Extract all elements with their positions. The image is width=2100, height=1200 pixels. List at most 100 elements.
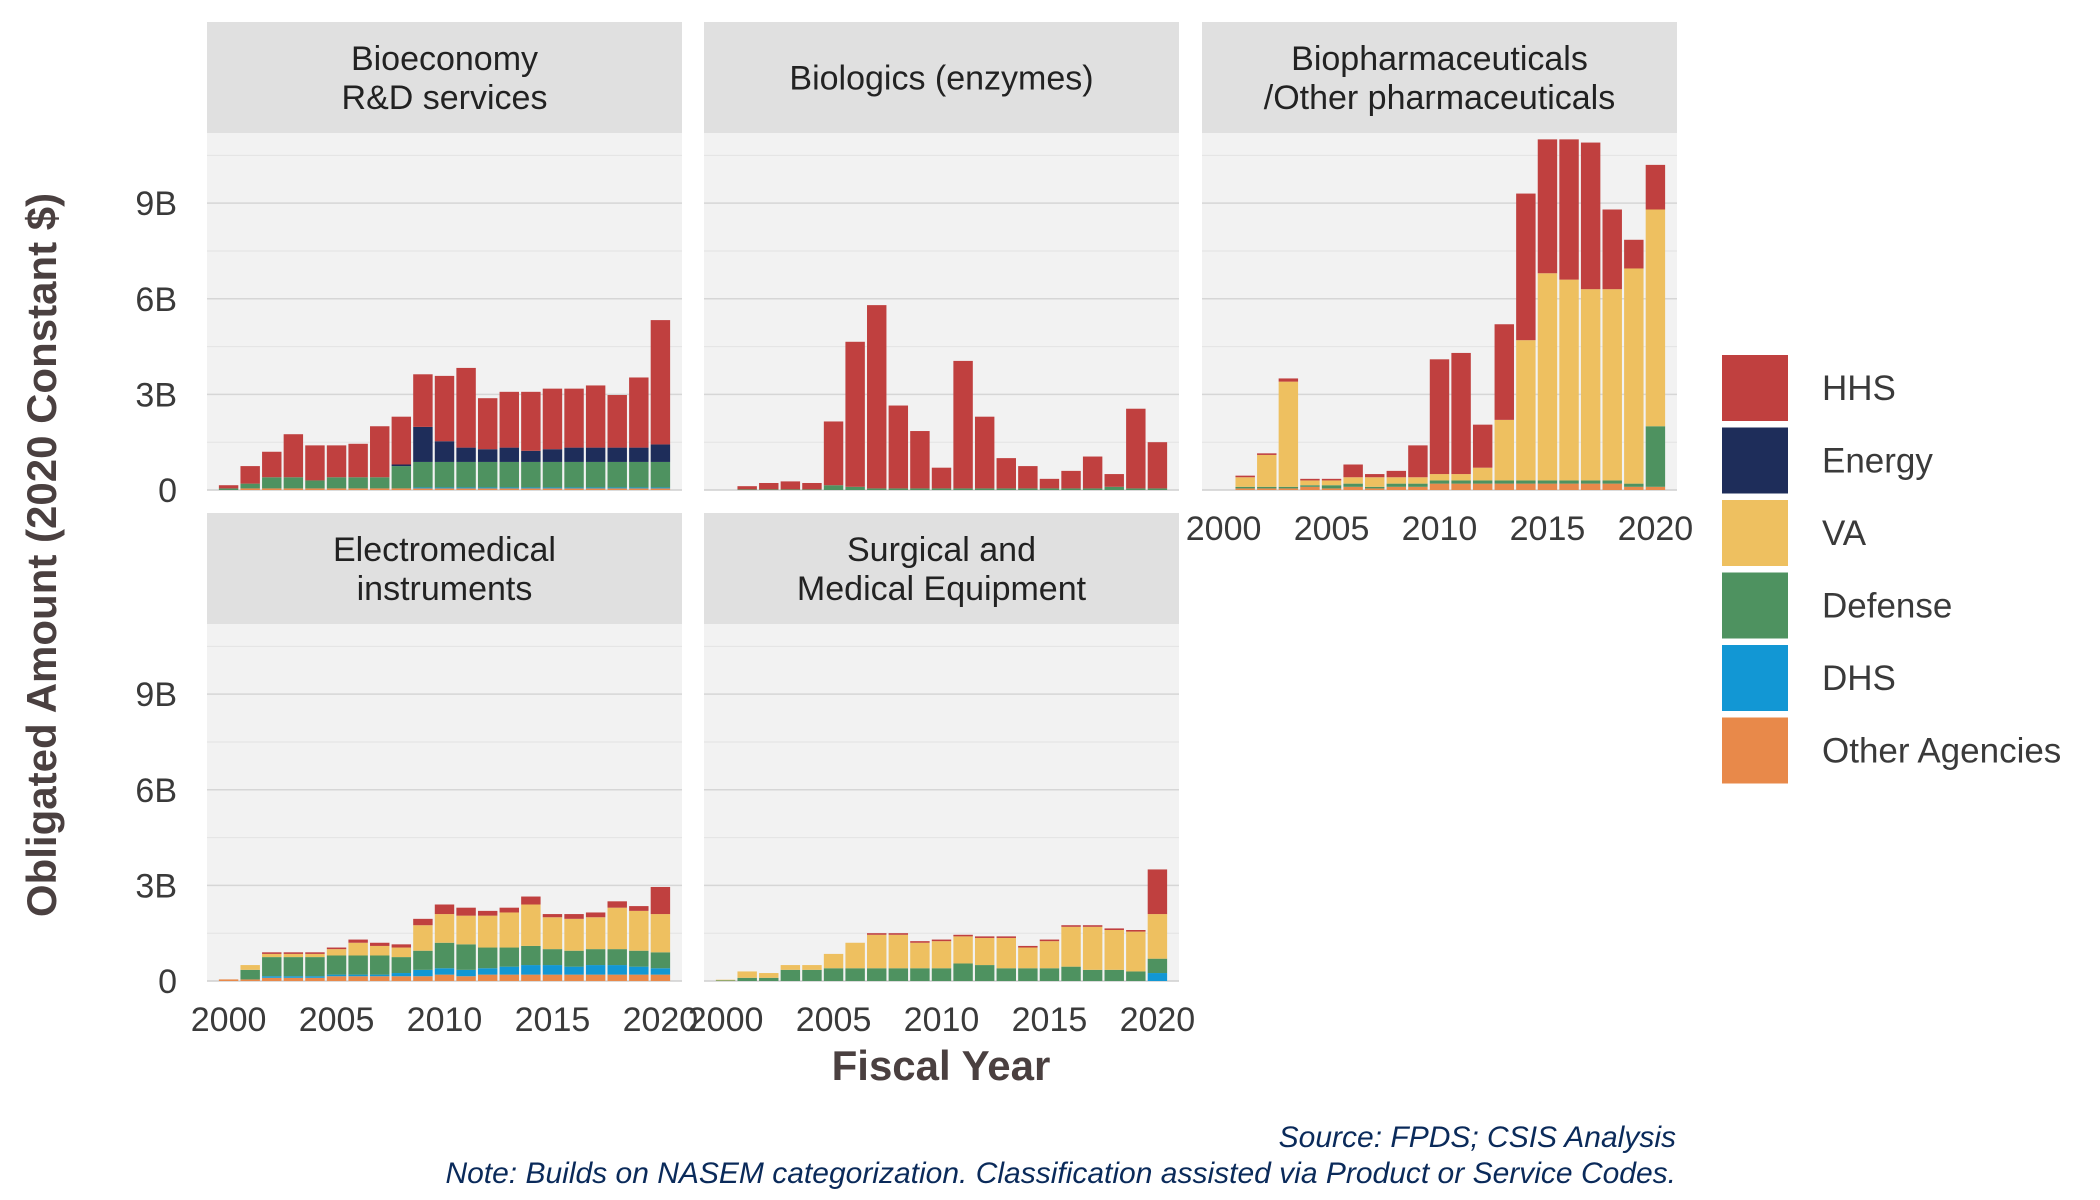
bar-va-2008 (391, 947, 412, 958)
bar-hhs-2010 (434, 904, 455, 915)
bar-other-agencies-2016 (1559, 483, 1579, 490)
bars (1235, 139, 1666, 490)
bar-other-agencies-2008 (1386, 486, 1407, 490)
bar-hhs-2015 (542, 914, 563, 918)
bar-energy-2010 (434, 441, 455, 462)
legend-key (1722, 645, 1788, 711)
bar-hhs-2017 (1580, 142, 1601, 290)
facet-biologics-enzymes: Biologics (enzymes) (704, 22, 1179, 491)
bar-va-2020 (1147, 914, 1168, 959)
plot-background (704, 133, 1179, 490)
bar-energy-2012 (477, 449, 498, 462)
bar-hhs-2016 (564, 914, 584, 919)
bar-va-2015 (542, 917, 563, 950)
bar-dhs-2004 (305, 976, 325, 978)
bar-hhs-2015 (542, 388, 563, 450)
bar-va-2008 (888, 934, 909, 969)
bar-defense-2014 (521, 461, 541, 488)
bar-other-agencies-2011 (456, 488, 476, 490)
x-tick-label: 2000 (191, 1001, 267, 1039)
bar-defense-2002 (262, 957, 282, 977)
bar-dhs-2017 (585, 965, 606, 975)
bar-va-2003 (780, 965, 801, 970)
bar-other-agencies-2005 (326, 488, 347, 490)
bar-hhs-2016 (1061, 470, 1081, 489)
bar-defense-2013 (996, 968, 1016, 981)
bar-energy-2016 (564, 447, 584, 462)
bar-va-2016 (1061, 926, 1081, 967)
bar-other-agencies-2002 (262, 977, 282, 981)
bar-dhs-2013 (499, 966, 519, 975)
bar-dhs-2020 (650, 968, 671, 975)
bar-va-2012 (1472, 467, 1493, 481)
bar-dhs-2017 (585, 487, 606, 489)
facet-biopharmaceuticals-other-pharmaceuticals: Biopharmaceuticals/Other pharmaceuticals… (1186, 22, 1693, 548)
bar-hhs-2019 (1126, 408, 1146, 489)
bar-other-agencies-2009 (413, 976, 433, 981)
bar-other-agencies-2007 (370, 976, 390, 981)
bar-dhs-2020 (650, 487, 671, 489)
bar-hhs-2007 (370, 942, 390, 946)
bar-defense-2013 (1494, 480, 1514, 484)
bar-defense-2012 (477, 947, 498, 969)
bar-va-2015 (1039, 941, 1060, 969)
y-axis-title: Obligated Amount (2020 Constant $) (18, 193, 65, 917)
x-tick-label: 2015 (515, 1001, 591, 1039)
bar-defense-2007 (867, 488, 887, 490)
bar-dhs-2011 (456, 487, 476, 489)
bar-defense-2020 (650, 952, 671, 969)
bar-defense-2009 (1408, 483, 1428, 487)
bars (737, 305, 1168, 490)
bar-defense-2015 (1537, 480, 1558, 484)
facet-title-line: /Other pharmaceuticals (1264, 79, 1616, 117)
bar-hhs-2008 (391, 416, 412, 465)
bar-dhs-2015 (542, 965, 563, 975)
bar-dhs-2002 (262, 976, 282, 978)
bar-va-2002 (759, 973, 779, 978)
bar-defense-2005 (823, 968, 844, 981)
legend-label: Energy (1822, 442, 1933, 481)
bar-defense-2003 (1278, 486, 1299, 489)
bar-other-agencies-2005 (1321, 488, 1342, 490)
bar-defense-2010 (434, 461, 455, 488)
bar-hhs-2001 (1235, 475, 1255, 478)
bar-hhs-2007 (1365, 474, 1385, 478)
bar-defense-2012 (974, 488, 995, 490)
bar-defense-2020 (650, 461, 671, 488)
bar-defense-2017 (1082, 969, 1103, 981)
bar-va-2017 (1580, 289, 1601, 481)
bar-defense-2008 (391, 957, 412, 974)
bar-va-2013 (996, 937, 1016, 969)
bar-dhs-2003 (283, 976, 304, 978)
x-tick-label: 2010 (1402, 510, 1478, 548)
bar-other-agencies-2011 (456, 976, 476, 981)
bar-hhs-2011 (953, 934, 973, 937)
bar-dhs-2020 (1147, 973, 1168, 981)
bar-defense-2002 (1257, 486, 1277, 489)
bar-va-2019 (1126, 931, 1146, 972)
bar-va-2018 (1602, 289, 1622, 481)
bar-defense-2015 (1039, 488, 1060, 490)
bar-other-agencies-2003 (283, 977, 304, 981)
bar-hhs-2011 (456, 367, 476, 448)
bar-defense-2017 (1580, 480, 1601, 484)
bar-hhs-2009 (413, 918, 433, 926)
bar-hhs-2015 (1537, 139, 1558, 274)
bar-dhs-2019 (629, 966, 649, 975)
bar-hhs-2005 (823, 421, 844, 486)
bar-hhs-2018 (1104, 474, 1124, 487)
bar-defense-2013 (996, 488, 1016, 490)
bar-other-agencies-2018 (607, 488, 627, 490)
bar-defense-2016 (1559, 480, 1579, 484)
facet-strip (704, 22, 1179, 133)
bar-energy-2017 (585, 447, 606, 462)
bar-va-2008 (1386, 477, 1407, 484)
bar-hhs-2004 (802, 482, 822, 490)
bar-va-2001 (240, 965, 260, 970)
bar-defense-2015 (542, 461, 563, 488)
bar-dhs-2014 (521, 965, 541, 975)
bar-other-agencies-2019 (629, 974, 649, 981)
bar-defense-2014 (1018, 968, 1038, 981)
bar-hhs-2005 (326, 947, 347, 950)
legend-label: VA (1822, 514, 1867, 553)
